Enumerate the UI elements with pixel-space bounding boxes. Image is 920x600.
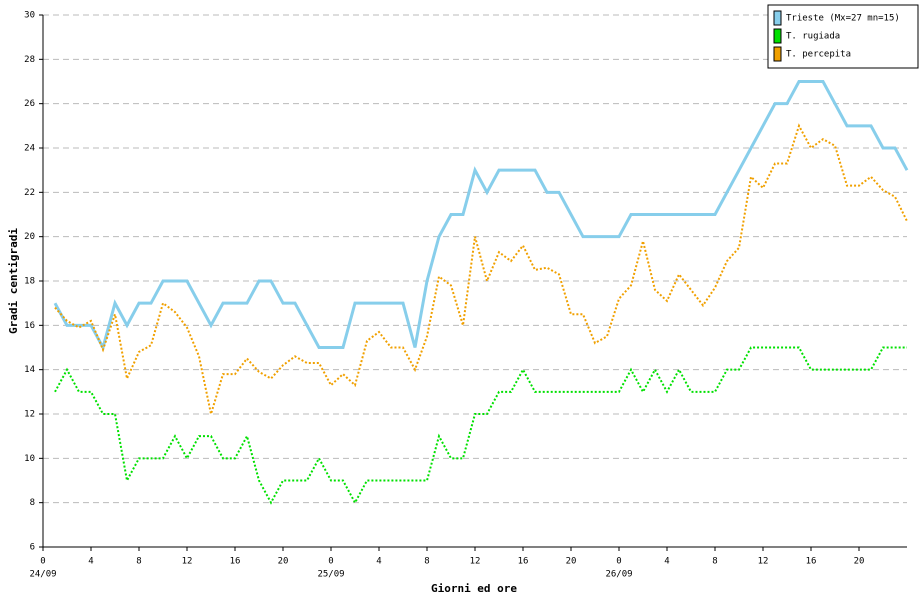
- x-tick-label: 16: [806, 557, 817, 567]
- x-tick-label: 8: [136, 557, 141, 567]
- x-tick-label: 4: [88, 557, 93, 567]
- x-tick-label: 12: [758, 557, 769, 567]
- x-tick-label: 4: [376, 557, 381, 567]
- x-tick-label: 20: [566, 557, 577, 567]
- date-label: 26/09: [605, 570, 632, 580]
- y-tick-label: 26: [24, 99, 35, 109]
- series-line: [54, 123, 908, 415]
- x-tick-label: 20: [854, 557, 865, 567]
- x-tick-label: 0: [328, 557, 333, 567]
- y-tick-label: 10: [24, 454, 35, 464]
- y-tick-label: 12: [24, 410, 35, 420]
- y-tick-label: 24: [24, 144, 35, 154]
- legend-label: T. percepita: [786, 50, 851, 60]
- y-tick-label: 16: [24, 321, 35, 331]
- x-tick-label: 20: [278, 557, 289, 567]
- legend-label: Trieste (Mx=27 mn=15): [786, 14, 900, 24]
- x-tick-label: 16: [230, 557, 241, 567]
- series-line: [54, 346, 907, 505]
- x-tick-label: 12: [470, 557, 481, 567]
- y-tick-label: 6: [30, 543, 35, 553]
- legend-swatch: [773, 10, 782, 26]
- date-label: 25/09: [317, 570, 344, 580]
- y-tick-label: 28: [24, 55, 35, 65]
- x-axis-label: Giorni ed ore: [431, 582, 517, 595]
- x-tick-label: 12: [182, 557, 193, 567]
- y-tick-label: 18: [24, 277, 35, 287]
- y-tick-label: 22: [24, 188, 35, 198]
- x-tick-label: 8: [424, 557, 429, 567]
- x-tick-label: 0: [40, 557, 45, 567]
- date-label: 24/09: [29, 570, 56, 580]
- y-tick-label: 8: [30, 498, 35, 508]
- x-tick-label: 16: [518, 557, 529, 567]
- legend-swatch: [773, 46, 782, 62]
- y-tick-label: 30: [24, 11, 35, 21]
- x-tick-label: 0: [616, 557, 621, 567]
- y-axis-label: Gradi centigradi: [7, 228, 20, 334]
- legend-label: T. rugiada: [786, 32, 840, 42]
- x-tick-label: 8: [712, 557, 717, 567]
- series-line: [53, 80, 909, 352]
- x-tick-label: 4: [664, 557, 669, 567]
- legend-swatch: [773, 28, 782, 44]
- y-tick-label: 14: [24, 365, 35, 375]
- legend-box: [767, 4, 919, 69]
- y-tick-label: 20: [24, 232, 35, 242]
